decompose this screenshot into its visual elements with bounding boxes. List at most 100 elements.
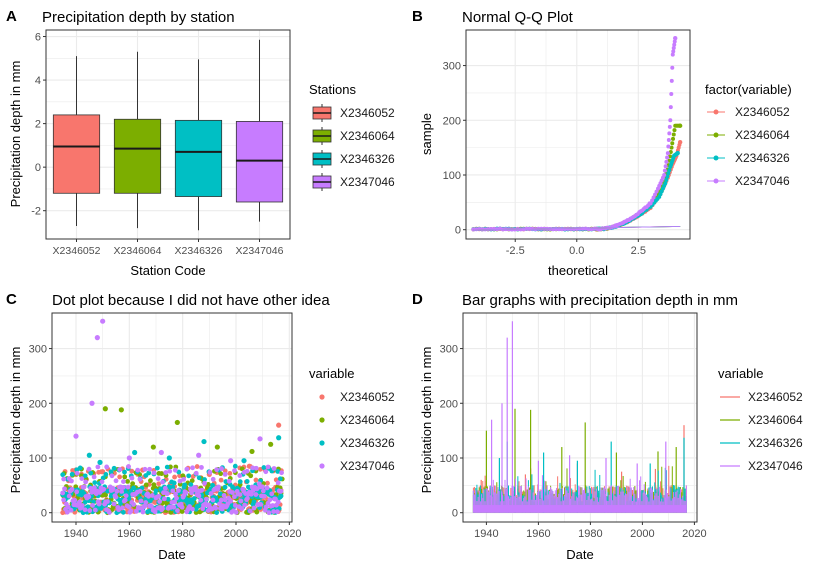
dot-point (156, 493, 162, 499)
dot-point (90, 503, 95, 508)
qq-point (667, 168, 672, 173)
dot-point (142, 503, 148, 509)
dot-point (129, 475, 135, 481)
dot-point (222, 471, 228, 477)
dot-point (230, 490, 235, 495)
legend-label: X2347046 (735, 174, 790, 188)
dot-point-peak (132, 449, 138, 456)
legend-key-X2346326 (713, 155, 719, 161)
dot-point-peak (196, 452, 202, 458)
dot-point (256, 481, 262, 487)
panel-b-x-ticks: -2.5 0.0 2.5 (506, 239, 646, 257)
dot-point (247, 508, 253, 514)
dot-point (222, 468, 228, 474)
dot-point-peak (201, 438, 207, 445)
dot-point (184, 497, 190, 502)
qq-point (664, 159, 669, 164)
x-tick-label: X2346326 (175, 245, 223, 257)
dot-point (121, 479, 126, 484)
dot-point (120, 484, 126, 490)
dot-point (218, 491, 223, 497)
panel-label-b: B (412, 8, 423, 25)
dot-point (216, 484, 221, 490)
dot-point (208, 491, 214, 496)
qq-point (669, 92, 674, 97)
dot-point (218, 477, 224, 483)
qq-point (671, 49, 676, 54)
dot-point (129, 468, 135, 474)
dot-point (257, 466, 263, 472)
legend-key-X2347046 (713, 178, 719, 184)
panel-c-y-axis-label: Precipitation depth in mm (8, 347, 23, 494)
legend-key-X2346064 (319, 417, 325, 423)
dot-point (199, 487, 205, 493)
x-tick-label: 2020 (682, 528, 706, 540)
dot-point (122, 497, 128, 503)
qq-point (668, 105, 673, 110)
qq-point (480, 227, 485, 232)
panel-d-y-ticks: 0 100 200 300 (440, 344, 463, 520)
dot-point (174, 495, 179, 501)
dot-point (74, 470, 80, 476)
qq-point (671, 46, 676, 51)
dot-point (60, 472, 66, 478)
legend-label: X2346052 (735, 105, 790, 119)
y-tick-label: 0 (452, 508, 458, 520)
dot-point (92, 480, 98, 485)
panel-c-x-axis-label: Date (158, 547, 185, 562)
box-X2347046 (235, 121, 284, 203)
dot-point (77, 465, 83, 471)
dot-point (130, 481, 136, 486)
dot-point (210, 482, 216, 488)
dot-point (157, 499, 163, 504)
dot-point-peak (86, 452, 92, 458)
qq-point (668, 118, 673, 123)
qq-point (665, 174, 670, 179)
dot-point (190, 465, 195, 471)
dot-point (275, 480, 281, 486)
dot-point (196, 493, 202, 499)
dot-point (164, 464, 170, 470)
qq-point (565, 226, 570, 231)
qq-point (672, 128, 677, 133)
dot-point-peak (276, 422, 282, 428)
dot-point (88, 485, 94, 491)
dot-point (248, 491, 254, 497)
dot-point (143, 500, 149, 505)
dot-point (251, 505, 257, 511)
qq-point (666, 137, 671, 142)
dot-point (248, 473, 254, 479)
dot-point (233, 509, 239, 515)
qq-point (671, 136, 676, 141)
dot-point (278, 488, 284, 494)
qq-point (664, 177, 669, 182)
qq-point (670, 52, 675, 57)
dot-point (181, 476, 187, 482)
dot-point (214, 467, 220, 473)
dot-point (142, 466, 148, 472)
dot-point (222, 497, 228, 503)
qq-point (492, 227, 497, 232)
dot-point (101, 486, 107, 492)
dot-point (137, 476, 143, 482)
dot-point (171, 504, 177, 510)
dot-point (119, 489, 124, 494)
dot-point (196, 475, 202, 481)
x-tick-label: X2346052 (53, 245, 101, 257)
dot-point (227, 470, 233, 476)
dot-point (110, 486, 116, 491)
dot-point-peak (241, 458, 247, 464)
dot-point (223, 479, 229, 484)
dot-point (245, 496, 250, 501)
dot-point (131, 502, 137, 507)
dot-point (82, 473, 88, 479)
panel-c: C Dot plot because I did not have other … (6, 291, 395, 562)
dot-point (128, 488, 134, 494)
qq-point (669, 145, 674, 150)
dot-point (188, 482, 194, 487)
dot-point (210, 476, 216, 482)
dot-point (271, 509, 276, 514)
dot-point (134, 508, 139, 514)
legend-key-X2347046 (319, 463, 325, 469)
dot-point (92, 507, 98, 513)
